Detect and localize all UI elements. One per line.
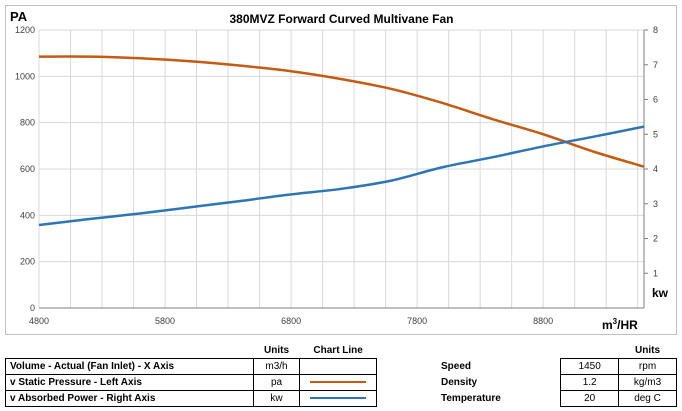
grid-lines	[38, 29, 644, 309]
table-row: Temperature 20 deg C	[437, 390, 677, 407]
legend-label: Volume - Actual (Fan Inlet) - X Axis	[5, 358, 254, 375]
x-tick-label: 8800	[533, 316, 553, 326]
right-y-tick-label: 8	[653, 25, 658, 35]
left-axis-title: PA	[10, 9, 28, 24]
legend-units: pa	[252, 374, 301, 391]
static-pressure-line	[38, 55, 645, 168]
axis-labels: 4800 5800 6800 7800 8800 0 200 400 600 800 1000 120…	[10, 9, 669, 332]
axes	[39, 29, 648, 309]
fan-curve-chart: 4800 5800 6800 7800 8800 0 200 400 600 800 1000 120…	[10, 9, 669, 332]
series-lines	[38, 55, 645, 227]
left-y-tick-label: 600	[20, 164, 35, 174]
x-tick-label: 4800	[29, 316, 49, 326]
x-axis-title: m3/HR	[602, 317, 638, 332]
condition-value: 20	[560, 390, 620, 407]
legend-label: v Absorbed Power - Right Axis	[5, 390, 254, 407]
legend-units-header: Units	[264, 345, 290, 356]
table-row: Speed 1450 rpm	[437, 358, 677, 375]
condition-units: deg C	[618, 390, 677, 407]
x-tick-label: 7800	[407, 316, 427, 326]
table-row: Density 1.2 kg/m3	[437, 374, 677, 391]
conditions-units-header: Units	[635, 345, 661, 356]
legend-table: Units Chart Line Volume - Actual (Fan In…	[5, 343, 377, 407]
legend-chart-line-header: Chart Line	[313, 345, 363, 356]
right-y-tick-label: 1	[653, 268, 658, 278]
left-y-tick-label: 200	[20, 257, 35, 267]
static-pressure-line-swatch	[310, 381, 367, 384]
left-y-tick-label: 800	[20, 118, 35, 128]
left-y-tick-label: 1000	[15, 71, 35, 81]
left-y-tick-label: 1200	[15, 25, 35, 35]
condition-label: Speed	[441, 361, 472, 372]
right-y-tick-label: 2	[653, 234, 658, 244]
legend-units: kw	[252, 390, 301, 407]
legend-units: m3/h	[252, 358, 301, 375]
condition-value: 1450	[560, 358, 620, 375]
condition-units: rpm	[618, 358, 677, 375]
x-tick-label: 5800	[155, 316, 175, 326]
legend-line-cell	[299, 374, 377, 391]
right-y-tick-label: 3	[653, 199, 658, 209]
condition-label: Temperature	[441, 393, 501, 404]
right-y-tick-label: 4	[653, 164, 658, 174]
absorbed-power-line-swatch	[310, 397, 367, 400]
table-row: Volume - Actual (Fan Inlet) - X Axis m3/…	[5, 358, 377, 375]
conditions-table: Units Speed 1450 rpm Density 1.2 kg/m3 T…	[437, 343, 677, 407]
right-axis-title: kw	[652, 286, 669, 300]
condition-value: 1.2	[560, 374, 620, 391]
legend-line-cell	[299, 358, 377, 375]
table-row: v Absorbed Power - Right Axis kw	[5, 390, 377, 407]
legend-line-cell	[299, 390, 377, 407]
absorbed-power-line	[38, 125, 645, 227]
left-y-tick-label: 0	[30, 303, 35, 313]
chart-title: 380MVZ Forward Curved Multivane Fan	[229, 12, 453, 26]
condition-units: kg/m3	[618, 374, 677, 391]
x-tick-label: 6800	[281, 316, 301, 326]
left-y-tick-label: 400	[20, 210, 35, 220]
right-y-tick-label: 5	[653, 129, 658, 139]
right-y-tick-label: 6	[653, 95, 658, 105]
chart-area: 4800 5800 6800 7800 8800 0 200 400 600 800 1000 120…	[5, 5, 677, 335]
table-row: v Static Pressure - Left Axis pa	[5, 374, 377, 391]
right-y-tick-label: 7	[653, 60, 658, 70]
condition-label: Density	[441, 377, 478, 388]
legend-label: v Static Pressure - Left Axis	[5, 374, 254, 391]
